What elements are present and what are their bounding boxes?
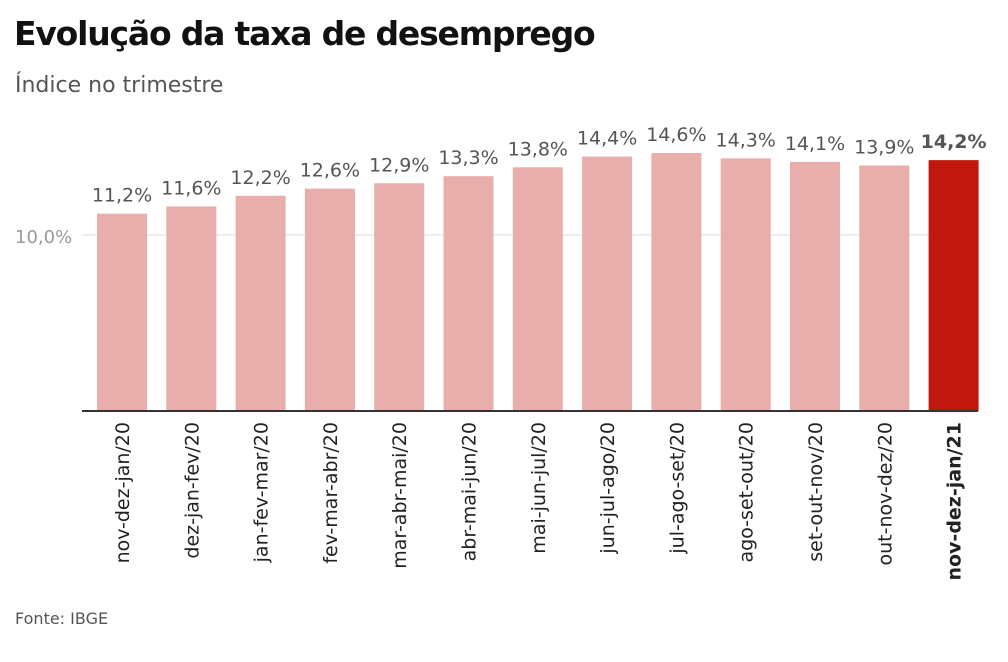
x-tick-label: nov-dez-jan/20 [112, 422, 134, 563]
bar [235, 195, 286, 411]
data-label: 11,2% [92, 185, 152, 207]
chart-subtitle: Índice no trimestre [15, 73, 224, 98]
x-tick-label: dez-jan-fev/20 [181, 422, 203, 559]
data-label: 14,2% [921, 131, 987, 153]
data-label: 14,3% [716, 129, 776, 151]
x-tick-label: nov-dez-jan/21 [944, 422, 966, 581]
data-label: 12,2% [230, 167, 290, 189]
x-tick-label: abr-mai-jun/20 [459, 422, 481, 561]
bar [166, 206, 217, 411]
data-label: 12,6% [300, 160, 360, 182]
x-tick-label: jun-jul-ago/20 [597, 422, 619, 555]
bar [512, 167, 563, 411]
x-tick-label: ago-set-out/20 [736, 422, 758, 562]
bar-chart: 10,0% 11,2% nov-dez-jan/20 11,6% dez-jan-fev… [15, 124, 987, 581]
data-label: 13,8% [508, 138, 568, 160]
bar [443, 176, 494, 411]
bar [790, 161, 840, 411]
source-note: Fonte: IBGE [15, 609, 109, 628]
chart-title: Evolução da taxa de desemprego [14, 14, 596, 53]
x-tick-label: mai-jun-jul/20 [528, 422, 550, 554]
x-tick-label: jul-ago-set/20 [666, 422, 688, 555]
x-tick-label: mar-abr-mai/20 [389, 422, 411, 569]
data-label: 11,6% [161, 177, 221, 199]
bar [651, 153, 702, 411]
y-tick-label: 10,0% [15, 227, 72, 248]
x-tick-label: jan-fev-mar/20 [251, 422, 273, 563]
x-tick-label: set-out-nov/20 [805, 422, 827, 562]
bar [720, 158, 771, 411]
data-label: 13,9% [854, 136, 914, 158]
bar [374, 183, 425, 411]
data-label: 14,4% [577, 128, 637, 150]
bar [928, 160, 979, 411]
data-label: 14,1% [785, 133, 845, 155]
bar [859, 165, 910, 411]
x-tick-label: fev-mar-abr/20 [320, 422, 342, 564]
data-label: 13,3% [438, 147, 498, 169]
data-label: 12,9% [369, 154, 429, 176]
data-label: 14,6% [646, 124, 706, 146]
bar [97, 213, 147, 411]
x-tick-label: out-nov-dez/20 [874, 422, 896, 566]
bar [304, 188, 355, 411]
bar [582, 156, 633, 411]
